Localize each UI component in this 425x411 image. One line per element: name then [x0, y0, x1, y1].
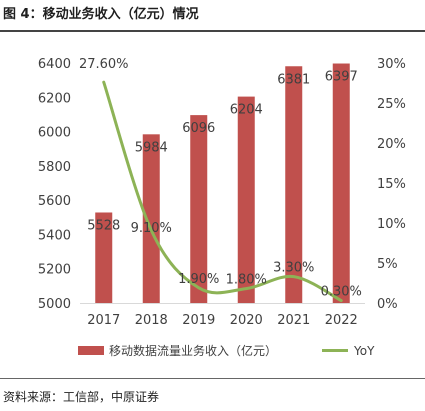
legend-bar-label: 移动数据流量业务收入（亿元）: [109, 343, 277, 358]
line-data-label: 1.90%: [178, 272, 219, 287]
bar: [95, 212, 113, 303]
x-tick-label: 2019: [182, 313, 215, 328]
bar-data-label: 6204: [230, 103, 263, 118]
bar: [237, 96, 255, 303]
bar: [285, 66, 303, 303]
bar: [142, 134, 160, 303]
y-left-tick-label: 5400: [38, 228, 71, 243]
line-data-label: 0.30%: [321, 285, 362, 300]
y-right-tick-label: 0%: [377, 297, 398, 312]
bar-data-label: 6397: [325, 70, 358, 85]
bar-data-label: 6381: [277, 72, 310, 87]
source-rule: [0, 378, 425, 379]
x-tick-label: 2018: [135, 313, 168, 328]
bar-data-label: 5984: [135, 140, 168, 155]
bar-data-label: 5528: [87, 218, 120, 233]
yoy-line: [102, 80, 343, 303]
bar: [332, 63, 350, 304]
y-right-tick-label: 15%: [377, 177, 406, 192]
line-data-label: 27.60%: [79, 57, 129, 72]
line-data-label: 3.30%: [273, 261, 314, 276]
x-tick-label: 2017: [87, 313, 120, 328]
y-left-tick-label: 6000: [38, 126, 71, 141]
line-data-label: 9.10%: [131, 221, 172, 236]
y-left-tick-label: 5000: [38, 297, 71, 312]
x-tick-label: 2021: [277, 313, 310, 328]
y-left-tick-label: 5200: [38, 263, 71, 278]
y-left-tick-label: 5800: [38, 160, 71, 175]
y-right-tick-label: 20%: [377, 137, 406, 152]
y-right-tick-label: 5%: [377, 257, 398, 272]
x-tick-label: 2022: [325, 313, 358, 328]
figure-title: 图 4：移动业务收入（亿元）情况: [3, 7, 199, 22]
x-tick-label: 2020: [230, 313, 263, 328]
y-left-tick-label: 6400: [38, 57, 71, 72]
y-right-tick-label: 30%: [377, 57, 406, 72]
title-rule: [0, 30, 425, 32]
legend-bar-swatch: [78, 346, 104, 355]
bar-data-label: 6096: [182, 121, 215, 136]
chart: 5000 5200 5400 5600 5800 6000 6200 6400 0% 5% 10% 1…: [38, 57, 406, 358]
y-left-tick-label: 5600: [38, 194, 71, 209]
legend-line-label: YoY: [353, 344, 375, 358]
y-right-tick-label: 25%: [377, 97, 406, 112]
source-note: 资料来源：工信部，中原证券: [3, 390, 160, 404]
bar: [190, 115, 208, 303]
line-data-label: 1.80%: [226, 273, 267, 288]
y-right-tick-label: 10%: [377, 217, 406, 232]
y-left-tick-label: 6200: [38, 91, 71, 106]
